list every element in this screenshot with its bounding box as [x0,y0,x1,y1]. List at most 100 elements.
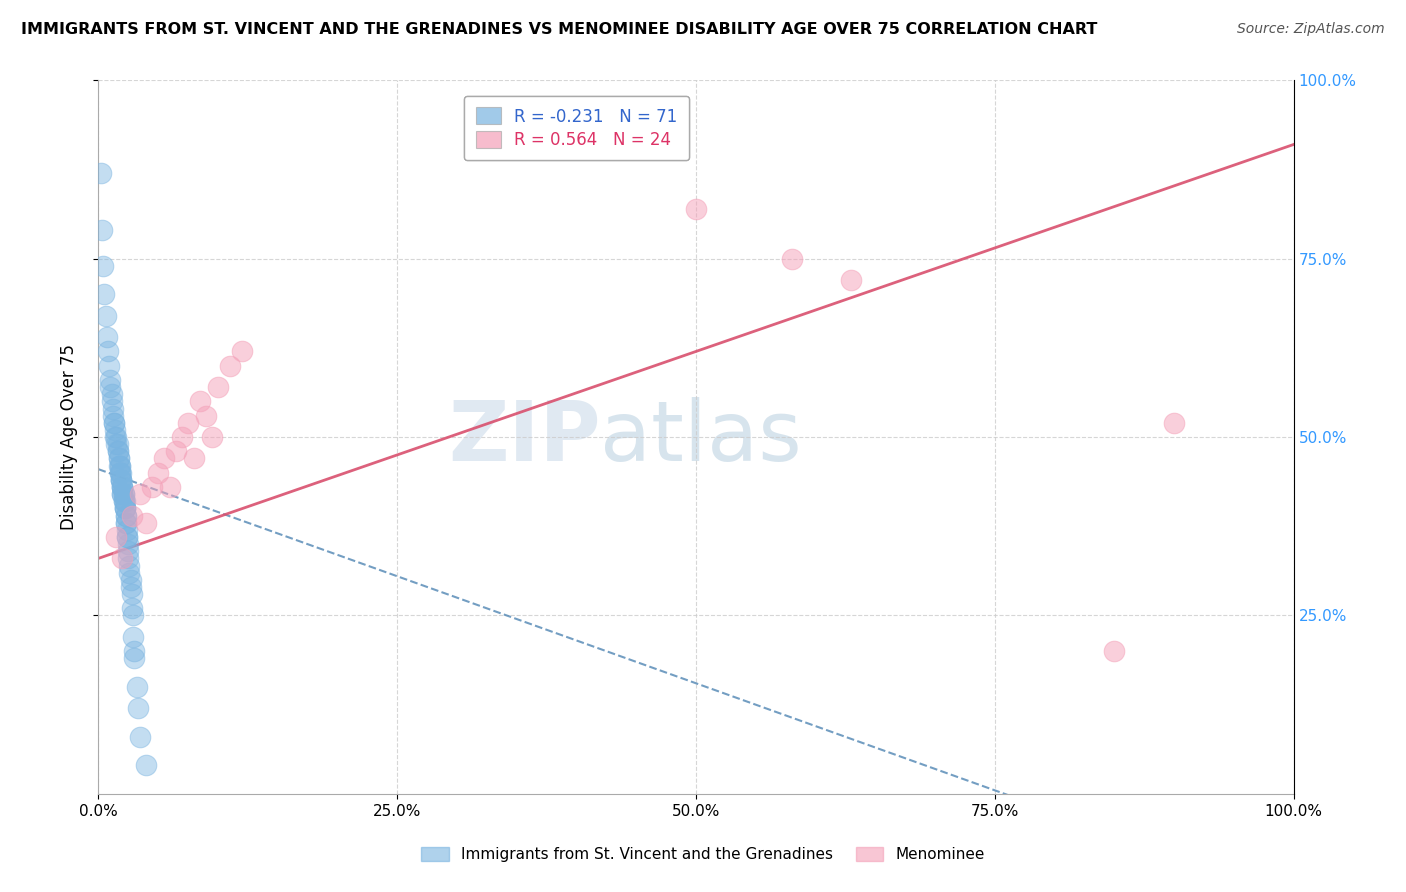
Point [112,487,135,501]
Point [111,487,134,501]
Point [219,359,242,373]
Point [115,508,138,523]
Point [111,480,134,494]
Point [780,252,803,266]
Point [121,508,143,523]
Point [148,466,170,480]
Point [114,501,136,516]
Point [93,287,115,301]
Point [112,494,135,508]
Point [135,516,157,530]
Point [104,423,127,437]
Point [105,430,128,444]
Point [105,530,128,544]
Point [111,487,134,501]
Point [201,430,224,444]
Point [127,701,149,715]
Point [1163,416,1185,430]
Point [153,451,176,466]
Legend: Immigrants from St. Vincent and the Grenadines, Menominee: Immigrants from St. Vincent and the Gren… [415,840,991,868]
Point [118,558,141,573]
Point [101,409,124,423]
Point [195,409,218,423]
Point [207,380,229,394]
Point [107,451,129,466]
Point [100,394,122,409]
Point [103,416,125,430]
Point [108,458,131,473]
Point [97,344,120,359]
Point [141,480,163,494]
Point [98,373,122,387]
Point [105,437,128,451]
Point [165,444,187,458]
Point [159,480,181,494]
Point [124,651,146,665]
Point [115,523,138,537]
Point [129,487,152,501]
Point [118,566,141,580]
Point [1104,644,1126,658]
Point [110,473,132,487]
Point [100,387,122,401]
Text: IMMIGRANTS FROM ST. VINCENT AND THE GRENADINES VS MENOMINEE DISABILITY AGE OVER : IMMIGRANTS FROM ST. VINCENT AND THE GREN… [21,22,1098,37]
Point [110,473,132,487]
Point [115,516,138,530]
Point [117,551,139,566]
Point [91,223,114,237]
Point [135,758,157,772]
Y-axis label: Disability Age Over 75: Disability Age Over 75 [59,344,77,530]
Point [110,466,132,480]
Point [122,630,145,644]
Point [101,401,124,416]
Point [108,466,131,480]
Point [103,416,125,430]
Point [172,430,194,444]
Point [121,601,143,615]
Point [94,309,117,323]
Point [115,530,138,544]
Point [98,359,121,373]
Point [177,416,200,430]
Point [90,166,112,180]
Point [114,494,136,508]
Point [685,202,707,216]
Point [98,380,122,394]
Point [841,273,863,287]
Point [112,494,135,508]
Point [114,501,136,516]
Point [125,680,148,694]
Point [107,451,129,466]
Point [120,580,142,594]
Point [231,344,253,359]
Point [91,259,114,273]
Point [115,516,138,530]
Point [121,587,143,601]
Point [129,730,152,744]
Point [183,451,205,466]
Point [104,430,127,444]
Point [108,466,131,480]
Point [96,330,118,344]
Point [112,487,135,501]
Text: atlas: atlas [600,397,801,477]
Point [111,551,134,566]
Point [122,608,145,623]
Point [120,573,142,587]
Point [115,508,138,523]
Text: ZIP: ZIP [449,397,600,477]
Point [107,437,129,451]
Point [107,458,129,473]
Point [188,394,211,409]
Point [107,444,129,458]
Point [110,473,132,487]
Point [114,501,136,516]
Point [107,444,129,458]
Point [124,644,146,658]
Point [115,530,138,544]
Point [117,537,139,551]
Point [117,544,139,558]
Point [108,458,131,473]
Legend: R = -0.231   N = 71, R = 0.564   N = 24: R = -0.231 N = 71, R = 0.564 N = 24 [464,95,689,161]
Point [111,480,134,494]
